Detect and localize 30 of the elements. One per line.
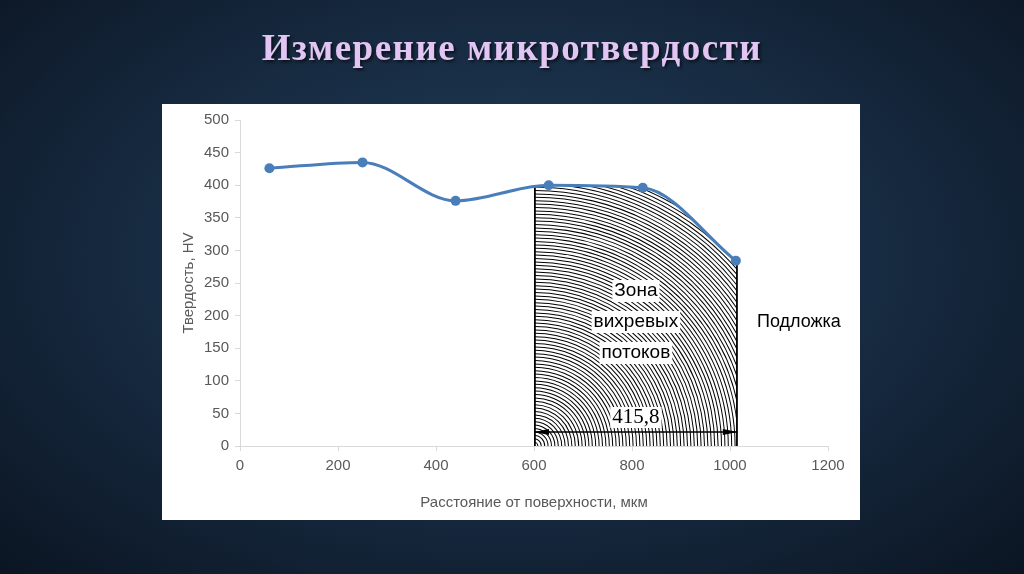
x-axis-title: Расстояние от поверхности, мкм [420, 493, 648, 511]
y-tick-label: 250 [203, 273, 229, 291]
y-tick-label: 0 [220, 436, 229, 454]
y-tick-label: 200 [203, 305, 229, 323]
y-tick-label: 350 [203, 207, 229, 225]
point [543, 180, 554, 191]
x-tick-label: 600 [521, 456, 547, 474]
band-label: Зона вихревых потоков [593, 279, 679, 363]
y-tick-label: 300 [203, 240, 229, 258]
x-tick-label: 1200 [811, 456, 845, 474]
x-tick-label: 800 [619, 456, 645, 474]
point [730, 255, 741, 266]
x-tick-label: 400 [423, 456, 449, 474]
y-tick-label: 450 [203, 142, 229, 160]
y-tick-label: 150 [203, 338, 229, 356]
y-tick-label: 50 [212, 403, 229, 421]
y-tick-label: 100 [203, 370, 229, 388]
y-tick-label: 400 [203, 175, 229, 193]
y-axis-title: Твердость, HV [179, 232, 197, 334]
y-tick-label: 500 [203, 110, 229, 128]
point [450, 195, 461, 206]
annotation: 415,8 [612, 404, 660, 429]
x-tick-label: 0 [235, 456, 245, 474]
point [264, 163, 275, 174]
chart-title: Измерение микротвердости [260, 26, 764, 70]
point [357, 157, 368, 168]
point [637, 182, 648, 193]
x-tick-label: 200 [325, 456, 351, 474]
x-tick-label: 1000 [713, 456, 747, 474]
annotation: Подложка [756, 311, 842, 332]
